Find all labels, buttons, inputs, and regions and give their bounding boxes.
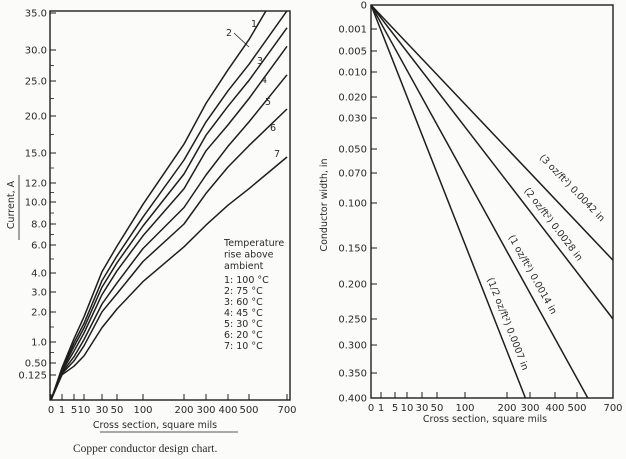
y-axis-label: Current, A <box>6 180 17 229</box>
legend-entry: 2: 75 °C <box>224 286 263 297</box>
y-tick-label: 4.0 <box>31 269 47 280</box>
y-tick-label: 0.070 <box>338 169 367 180</box>
y-tick-label: 12.0 <box>25 179 47 190</box>
x-tick-label: 200 <box>497 403 516 414</box>
legend-entry: 1: 100 °C <box>224 275 269 286</box>
legend-title: Temperature <box>223 238 284 249</box>
y-tick-label: 3.0 <box>31 288 47 299</box>
x-tick-label: 200 <box>174 405 193 416</box>
label-2-arrow <box>233 32 250 48</box>
y-tick-label: 0.001 <box>338 25 367 36</box>
x-tick-label: 700 <box>603 403 622 414</box>
figure-caption: Copper conductor design chart. <box>73 443 217 455</box>
plot-frame <box>49 10 291 401</box>
legend-entry: 5: 30 °C <box>224 319 263 330</box>
y-tick-label: 0.300 <box>338 341 367 352</box>
x-tick-label: 30 <box>96 405 109 416</box>
y-tick-label: 0.200 <box>338 280 367 291</box>
legend-entry: 3: 60 °C <box>224 297 263 308</box>
x-tick-label: 0 <box>48 405 54 416</box>
y-tick-label: 0.005 <box>338 47 367 58</box>
series-line-7 <box>50 156 288 400</box>
x-tick-label: 400 <box>545 403 564 414</box>
y-axis-label: Conductor width, in <box>319 158 330 251</box>
series-line-6 <box>50 108 288 400</box>
plot-frame <box>370 4 614 399</box>
y-tick-label: 25.0 <box>25 77 47 88</box>
y-tick-label: 0.030 <box>338 114 367 125</box>
y-tick-label: 10.0 <box>25 198 47 209</box>
series-line-2-oz <box>370 4 614 320</box>
x-tick-label: 10 <box>401 403 414 414</box>
x-tick-label: 5 <box>71 405 77 416</box>
x-tick-label: 300 <box>196 405 215 416</box>
series-line-3-oz <box>370 4 614 261</box>
x-tick-label: 1 <box>378 403 384 414</box>
series-line-1 <box>50 11 267 400</box>
y-tick-label: 6.0 <box>31 241 47 252</box>
series-line-3 <box>50 27 288 400</box>
series-number-label: 2 <box>226 28 232 39</box>
legend-title: rise above <box>224 250 274 261</box>
x-tick-label: 50 <box>111 405 124 416</box>
y-tick-label: 0.010 <box>338 68 367 79</box>
series-line-5 <box>50 74 288 400</box>
x-tick-label: 10 <box>78 405 91 416</box>
y-tick-label: 2.0 <box>31 308 47 319</box>
y-tick-label: 1.0 <box>31 338 47 349</box>
series-label: (1 oz/ft²) 0.0014 in <box>506 233 559 316</box>
x-tick-label: 0 <box>368 403 374 414</box>
series-line-1-2-oz <box>370 4 527 399</box>
series-number-label: 4 <box>261 75 267 86</box>
x-tick-label: 500 <box>567 403 586 414</box>
y-tick-label: 15.0 <box>25 149 47 160</box>
x-tick-label: 30 <box>416 403 429 414</box>
y-tick-label: 0.150 <box>338 244 367 255</box>
legend-entry: 6: 20 °C <box>224 330 263 341</box>
series-number-label: 1 <box>251 19 257 30</box>
series-number-label: 7 <box>274 149 280 160</box>
x-tick-label: 100 <box>455 403 474 414</box>
y-tick-label: 0.125 <box>18 371 47 382</box>
y-tick-label: 0.050 <box>338 145 367 156</box>
x-tick-label: 5 <box>392 403 398 414</box>
series-number-label: 6 <box>270 123 276 134</box>
legend-entry: 4: 45 °C <box>224 308 263 319</box>
x-tick-label: 400 <box>218 405 237 416</box>
series-line-2 <box>50 11 288 400</box>
series-label: (1/2 oz/ft²) 0.0007 in <box>484 276 530 372</box>
y-tick-label: 8.0 <box>31 220 47 231</box>
x-axis-label: Cross section, square mils <box>423 414 547 425</box>
y-tick-label: 0.350 <box>338 369 367 380</box>
legend-title: ambient <box>224 261 264 272</box>
x-tick-label: 50 <box>431 403 444 414</box>
x-tick-label: 700 <box>277 405 296 416</box>
x-tick-label: 100 <box>133 405 152 416</box>
x-axis-label: Cross section, square mils <box>93 420 217 431</box>
y-tick-label: 35.0 <box>25 9 47 20</box>
y-tick-label: 0.50 <box>25 359 47 370</box>
series-line-4 <box>50 45 288 400</box>
x-tick-label: 1 <box>59 405 65 416</box>
series-number-label: 3 <box>257 56 263 67</box>
current-chart: 35.030.025.020.015.012.010.08.06.04.03.0… <box>6 9 297 433</box>
y-tick-label: 0 <box>361 1 367 12</box>
width-chart: 0 0.001 0.005 0.010 0.020 0.030 0.050 0.070 0.10… <box>319 1 623 426</box>
legend-entry: 7: 10 °C <box>224 341 263 352</box>
series-line-1-oz <box>370 4 589 399</box>
y-tick-label: 20.0 <box>25 112 47 123</box>
y-tick-label: 0.100 <box>338 199 367 210</box>
x-tick-label: 300 <box>520 403 539 414</box>
y-tick-label: 0.020 <box>338 93 367 104</box>
y-tick-label: 0.250 <box>338 315 367 326</box>
x-tick-label: 500 <box>239 405 258 416</box>
y-tick-label: 30.0 <box>25 46 47 57</box>
series-number-label: 5 <box>265 97 271 108</box>
y-tick-label: 0.400 <box>338 394 367 405</box>
